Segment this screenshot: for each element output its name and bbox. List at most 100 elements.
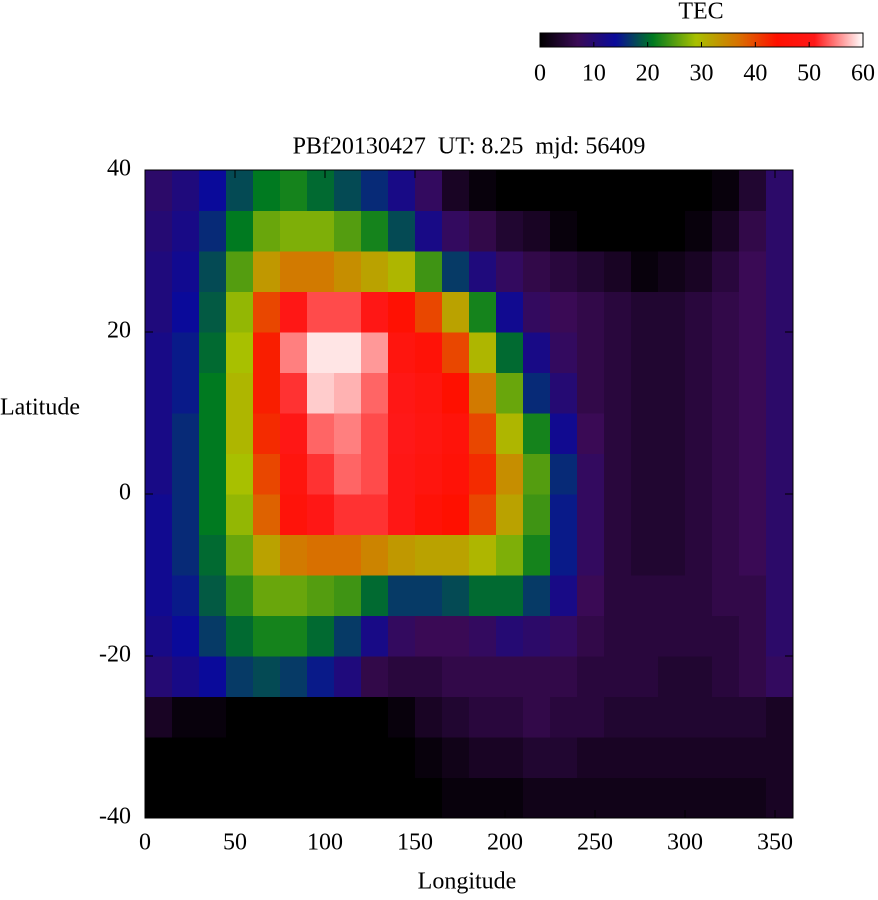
- heat-cell: [739, 170, 767, 211]
- heat-cell: [145, 534, 173, 576]
- heat-cell: [307, 453, 335, 495]
- heat-cell: [658, 210, 686, 252]
- heat-cell: [388, 332, 416, 373]
- heat-cell: [199, 170, 227, 211]
- heat-cell: [550, 251, 578, 292]
- heat-cell: [361, 737, 389, 778]
- heat-cell: [415, 251, 443, 292]
- heat-cell: [442, 170, 470, 211]
- heat-cell: [712, 453, 740, 495]
- heat-cell: [226, 534, 254, 576]
- heat-cell: [334, 737, 362, 778]
- heat-cell: [577, 494, 605, 535]
- heat-cell: [172, 332, 200, 373]
- heat-cell: [766, 372, 794, 414]
- heat-cell: [685, 372, 713, 414]
- heat-cell: [145, 696, 173, 738]
- heat-cell: [496, 170, 524, 211]
- y-tick-label: -40: [99, 804, 131, 830]
- heat-cell: [172, 453, 200, 495]
- heat-cell: [280, 170, 308, 211]
- heat-cell: [307, 210, 335, 252]
- heat-cell: [469, 575, 497, 616]
- heat-cell: [280, 372, 308, 414]
- heat-cell: [712, 615, 740, 657]
- heat-cell: [226, 251, 254, 292]
- heat-cell: [658, 291, 686, 333]
- heat-cell: [334, 575, 362, 616]
- heat-cell: [658, 332, 686, 373]
- heat-cell: [766, 615, 794, 657]
- heat-cell: [280, 251, 308, 292]
- heat-cell: [577, 777, 605, 819]
- heat-cell: [766, 453, 794, 495]
- heat-cell: [604, 575, 632, 616]
- heat-cell: [496, 696, 524, 738]
- heat-cell: [739, 494, 767, 535]
- heat-cell: [199, 737, 227, 778]
- heat-cell: [766, 291, 794, 333]
- heat-cell: [307, 696, 335, 738]
- heat-cell: [307, 615, 335, 657]
- heat-cell: [280, 696, 308, 738]
- heat-cell: [523, 575, 551, 616]
- heat-cell: [388, 210, 416, 252]
- heat-cell: [361, 453, 389, 495]
- colorbar-tick-label: 0: [534, 61, 546, 87]
- heat-cell: [253, 453, 281, 495]
- heat-cell: [307, 575, 335, 616]
- heat-cell: [604, 777, 632, 819]
- heat-cell: [523, 737, 551, 778]
- heat-cell: [307, 372, 335, 414]
- heat-cell: [415, 575, 443, 616]
- heat-cell: [739, 291, 767, 333]
- heat-cell: [361, 777, 389, 819]
- heat-cell: [577, 413, 605, 454]
- heat-cell: [712, 737, 740, 778]
- heat-cell: [307, 534, 335, 576]
- heat-cell: [280, 656, 308, 697]
- heat-cell: [469, 372, 497, 414]
- heat-cell: [388, 656, 416, 697]
- heat-cell: [685, 575, 713, 616]
- heatmap: [145, 170, 794, 819]
- heat-cell: [550, 170, 578, 211]
- heat-cell: [199, 696, 227, 738]
- heat-cell: [469, 656, 497, 697]
- heat-cell: [523, 372, 551, 414]
- heat-cell: [415, 372, 443, 414]
- heat-cell: [550, 575, 578, 616]
- heat-cell: [550, 372, 578, 414]
- heat-cell: [604, 453, 632, 495]
- heat-cell: [550, 777, 578, 819]
- heat-cell: [334, 494, 362, 535]
- heat-cell: [145, 332, 173, 373]
- heat-cell: [523, 494, 551, 535]
- heat-cell: [253, 534, 281, 576]
- heat-cell: [766, 251, 794, 292]
- x-tick-label: 0: [139, 830, 151, 856]
- heat-cell: [253, 615, 281, 657]
- heat-cell: [226, 494, 254, 535]
- heat-cell: [577, 372, 605, 414]
- heat-cell: [442, 210, 470, 252]
- heat-cell: [685, 777, 713, 819]
- heat-cell: [415, 170, 443, 211]
- heat-cell: [631, 777, 659, 819]
- heat-cell: [361, 534, 389, 576]
- heat-cell: [226, 575, 254, 616]
- x-tick-label: 250: [577, 830, 613, 856]
- heat-cell: [604, 170, 632, 211]
- heat-cell: [631, 453, 659, 495]
- heat-cell: [577, 615, 605, 657]
- heat-cell: [415, 494, 443, 535]
- heat-cell: [658, 170, 686, 211]
- heat-cell: [415, 615, 443, 657]
- heat-cell: [415, 291, 443, 333]
- heat-cell: [604, 210, 632, 252]
- heat-cell: [739, 656, 767, 697]
- heat-cell: [577, 170, 605, 211]
- heat-cell: [712, 210, 740, 252]
- heat-cell: [307, 494, 335, 535]
